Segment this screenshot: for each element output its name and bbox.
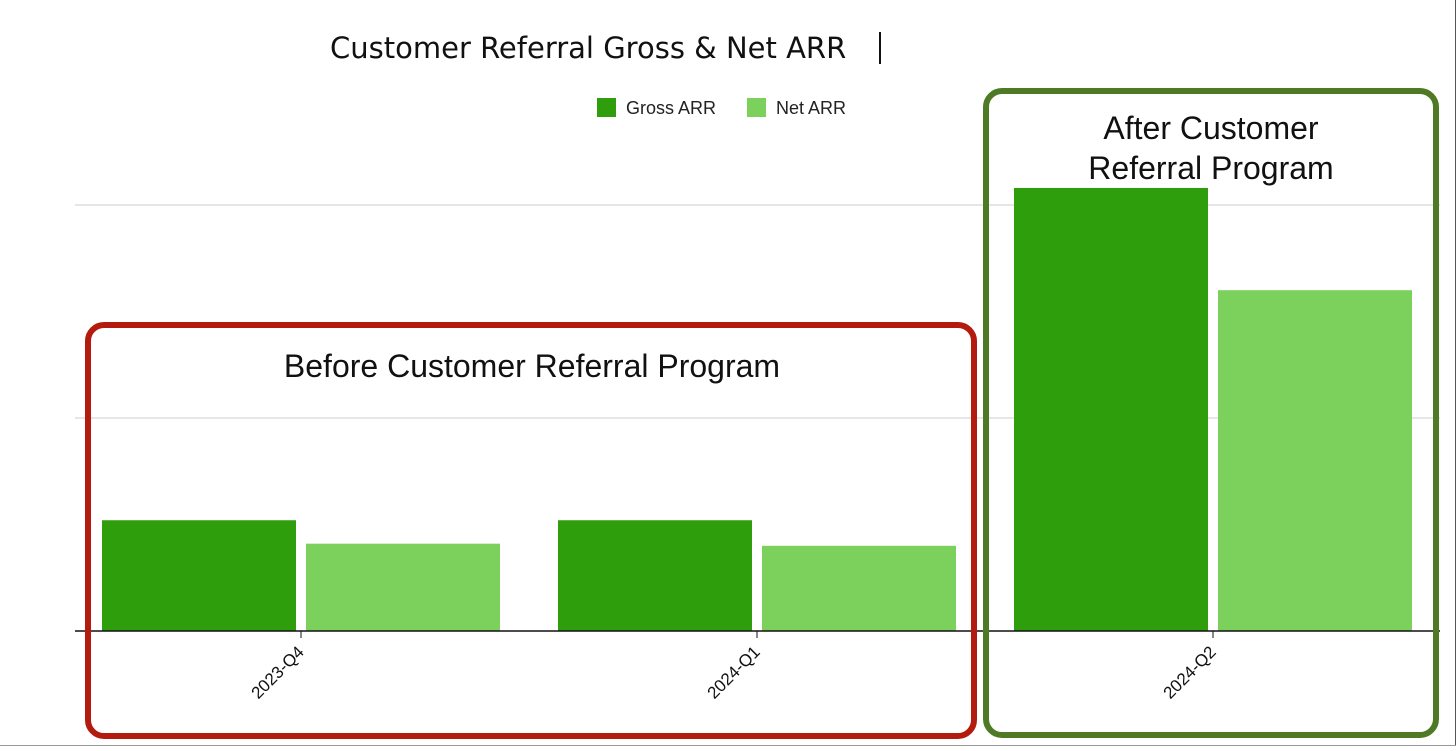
legend-swatch (597, 98, 616, 117)
bar-gross-arr (1014, 187, 1208, 631)
x-tick-label: 2023-Q4 (248, 642, 308, 702)
after-program-box (983, 88, 1439, 738)
legend-swatch (747, 98, 766, 117)
before-program-box (85, 322, 977, 739)
legend-item-gross-arr: Gross ARR (626, 98, 716, 118)
bar-net-arr (762, 545, 956, 631)
legend-item-net-arr: Net ARR (776, 98, 846, 118)
bar-net-arr (1218, 290, 1412, 631)
bar-gross-arr (102, 520, 296, 631)
x-tick-label: 2024-Q1 (704, 642, 764, 702)
after-program-label-line1: After Customer (1103, 110, 1319, 146)
chart-title: Customer Referral Gross & Net ARR (330, 31, 846, 65)
bar-gross-arr (558, 520, 752, 631)
title-cursor (879, 32, 881, 64)
x-tick-label: 2024-Q2 (1160, 642, 1220, 702)
before-program-label: Before Customer Referral Program (284, 348, 780, 384)
after-program-label-line2: Referral Program (1088, 150, 1333, 186)
bar-net-arr (306, 543, 500, 631)
